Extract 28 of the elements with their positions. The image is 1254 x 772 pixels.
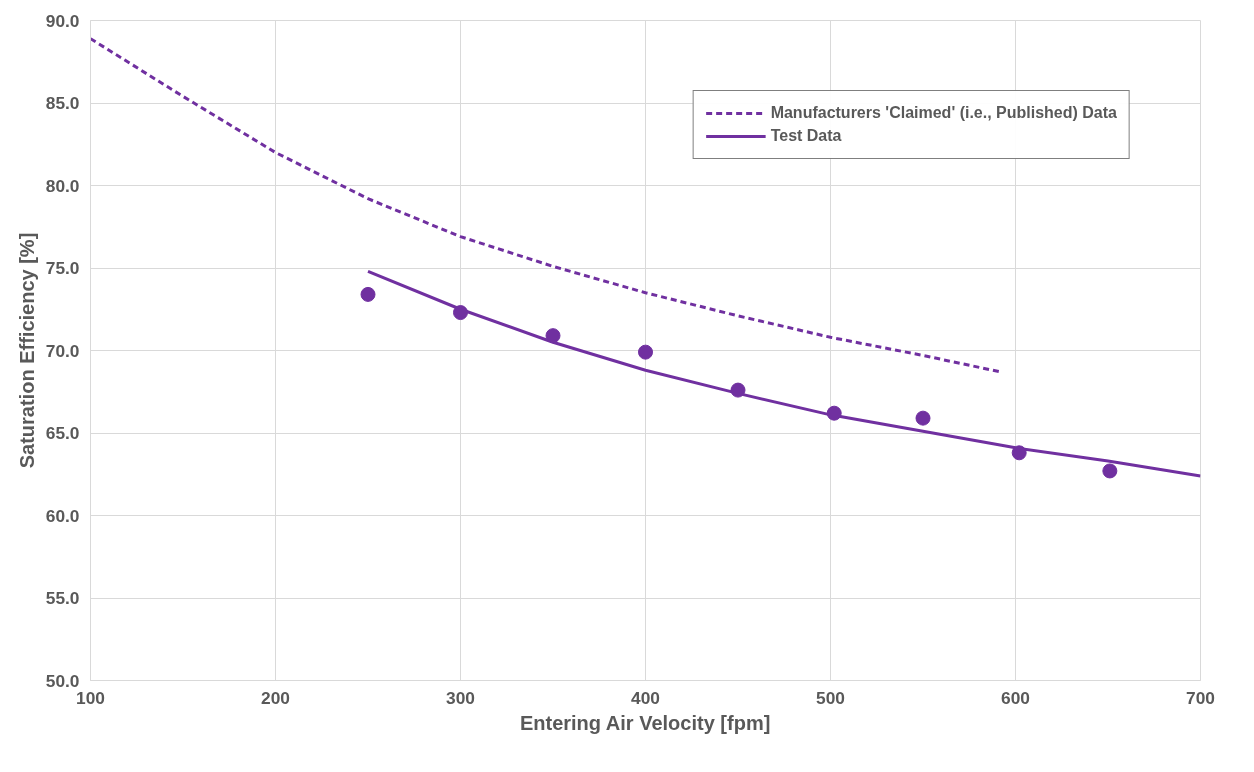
point bbox=[915, 410, 931, 426]
point bbox=[638, 344, 653, 360]
y-tick-label: 75.0 bbox=[45, 258, 80, 278]
point bbox=[826, 405, 842, 421]
x-tick-label: 700 bbox=[1186, 687, 1215, 708]
y-tick-label: 90.0 bbox=[45, 10, 80, 31]
legend-label: Test Data bbox=[770, 127, 842, 145]
point bbox=[453, 305, 468, 321]
point bbox=[730, 382, 746, 398]
x-tick-label: 500 bbox=[816, 687, 845, 708]
y-tick-label: 80.0 bbox=[45, 175, 80, 196]
y-tick-label: 55.0 bbox=[45, 588, 80, 608]
point bbox=[1102, 463, 1118, 479]
legend-label: Manufacturers 'Claimed' (i.e., Published) Data bbox=[770, 104, 1117, 122]
x-tick-label: 300 bbox=[446, 687, 475, 708]
y-tick-label: 85.0 bbox=[45, 93, 80, 113]
x-tick-label: 600 bbox=[1001, 687, 1030, 708]
point bbox=[360, 286, 376, 302]
y-tick-label: 60.0 bbox=[45, 505, 80, 526]
point bbox=[1011, 445, 1027, 461]
line-series bbox=[366, 269, 1201, 478]
point bbox=[545, 328, 561, 344]
x-tick-label: 400 bbox=[631, 687, 660, 708]
x-tick-label: 200 bbox=[261, 687, 290, 708]
x-axis-title: Entering Air Velocity [fpm] bbox=[519, 711, 771, 734]
y-tick-label: 65.0 bbox=[45, 423, 80, 443]
y-tick-label: 70.0 bbox=[45, 340, 80, 361]
y-axis-title: Saturation Efficiency [%] bbox=[15, 232, 38, 469]
